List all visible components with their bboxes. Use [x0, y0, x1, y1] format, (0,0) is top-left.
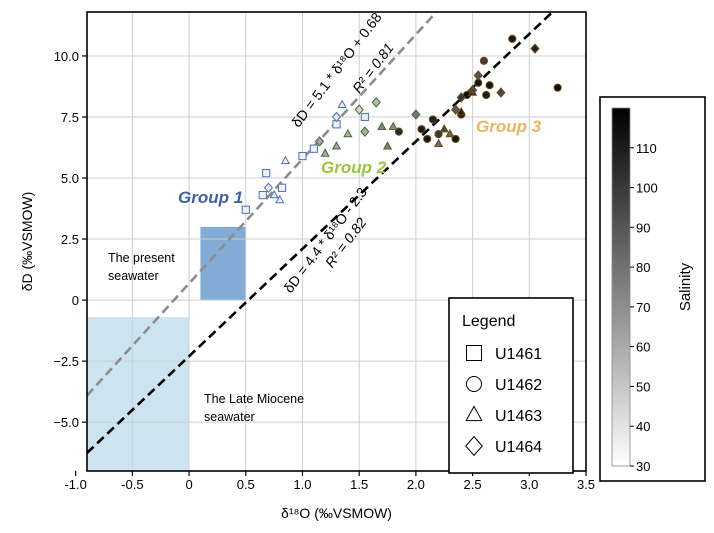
group-1-label: Group 1: [178, 188, 243, 207]
data-point-u1463: [377, 121, 387, 130]
legend-marker-triangle: [465, 405, 483, 422]
x-tick-label: 0: [185, 477, 192, 492]
data-point-u1461: [298, 151, 307, 161]
data-point-u1464: [530, 43, 540, 54]
colorbar-tick-label: 40: [636, 419, 650, 434]
colorbar-tick-label: 110: [636, 141, 657, 156]
x-tick-label: 2.0: [407, 477, 425, 492]
data-point-u1464: [371, 97, 381, 108]
data-point-u1464: [456, 92, 466, 103]
data-point-u1463: [280, 155, 291, 165]
data-point-u1463: [337, 99, 347, 108]
data-points: [241, 34, 562, 214]
x-tick-label: 1.5: [350, 477, 368, 492]
data-point-u1461: [241, 205, 250, 214]
data-point-u1463: [275, 194, 285, 204]
data-point-u1461: [258, 191, 267, 200]
legend-entry-label: U1464: [495, 439, 542, 456]
data-point-u1464: [360, 126, 370, 137]
data-point-u1463: [433, 138, 444, 148]
y-tick-label: −2.5: [53, 354, 79, 369]
data-point-u1463: [343, 128, 353, 138]
data-point-u1463: [439, 124, 449, 133]
salinity-colorbar: 30 40 50 60 70 80 90 100 110 Salinity: [599, 96, 706, 482]
x-tick-label: 3.0: [520, 477, 538, 492]
y-tick-label: 2.5: [61, 232, 79, 247]
data-point-u1464: [411, 109, 421, 120]
legend-marker-diamond: [465, 435, 483, 457]
data-point-u1464: [263, 182, 274, 194]
data-point-u1461: [262, 169, 271, 178]
y-tick-label: 7.5: [61, 110, 79, 125]
data-point-u1464: [450, 104, 461, 115]
legend: Legend U1461 U1462 U1463 U1464: [448, 297, 574, 474]
data-point-u1464: [473, 70, 483, 81]
x-tick-label: -1.0: [64, 477, 86, 492]
y-tick-label: 10.0: [54, 49, 79, 64]
region-present-seawater: [200, 226, 246, 301]
colorbar-tick-label: 90: [636, 220, 650, 235]
y-tick-label: 0: [72, 293, 79, 308]
data-point-u1462: [482, 90, 491, 100]
data-point-u1464: [354, 104, 364, 115]
group-2-label: Group 2: [321, 158, 387, 177]
x-tick-label: 3.5: [577, 477, 595, 492]
plot-frame: [86, 11, 587, 472]
region-late-miocene-seawater: [87, 317, 190, 471]
data-point-u1461: [277, 183, 287, 192]
data-point-u1464: [496, 87, 506, 98]
data-point-u1462: [508, 34, 517, 43]
x-tick-label: 2.5: [464, 477, 482, 492]
data-point-u1464: [467, 84, 478, 96]
colorbar-tick-label: 80: [636, 260, 650, 275]
y-tick-label: −5.0: [53, 415, 79, 430]
data-point-u1461: [309, 144, 318, 153]
data-point-u1462: [553, 83, 562, 92]
x-tick-label: -0.5: [121, 477, 143, 492]
colorbar-tick-label: 50: [636, 379, 650, 394]
data-point-u1464: [314, 136, 325, 147]
legend-entry-label: U1461: [495, 346, 542, 363]
axes: -1.0 -0.5 0 0.5 1.0 1.5 2.0 2.5 3.0 3.5 −5.0 −2.5 0 2…: [19, 11, 595, 521]
data-point-u1463: [382, 141, 393, 150]
legend-marker-square: [466, 345, 482, 361]
data-point-u1462: [423, 134, 432, 144]
legend-entry-label: U1463: [495, 408, 542, 425]
data-point-u1462: [417, 125, 426, 134]
data-point-u1461: [360, 112, 369, 122]
present-seawater-label: The present: [108, 251, 175, 265]
data-point-u1462: [428, 115, 437, 124]
data-point-u1464: [331, 111, 342, 123]
data-point-u1463: [331, 141, 342, 150]
data-point-u1463: [320, 148, 330, 157]
x-tick-label: 0.5: [237, 477, 255, 492]
legend-marker-circle: [466, 376, 482, 392]
present-seawater-label: seawater: [108, 269, 159, 283]
colorbar-tick-label: 100: [636, 181, 658, 196]
colorbar-tick-label: 30: [636, 459, 650, 474]
colorbar-label: Salinity: [677, 262, 694, 311]
data-point-u1463: [388, 121, 398, 130]
data-point-u1463: [445, 128, 455, 138]
legend-entry-label: U1462: [495, 377, 542, 394]
regression-line-2: [87, 12, 555, 454]
data-point-u1463: [456, 106, 466, 116]
colorbar-tick-label: 70: [636, 300, 650, 315]
y-tick-label: 5.0: [61, 171, 79, 186]
data-point-u1462: [485, 81, 494, 90]
colorbar-gradient: [611, 107, 631, 467]
late-miocene-seawater-label: The Late Miocene: [204, 392, 304, 406]
data-point-u1463: [269, 189, 279, 199]
legend-title: Legend: [462, 313, 515, 330]
colorbar-tick-label: 60: [636, 340, 650, 355]
data-point-u1462: [479, 56, 489, 65]
late-miocene-seawater-label: seawater: [204, 410, 255, 424]
x-tick-label: 1.0: [293, 477, 311, 492]
y-axis-label: δD (‰VSMOW): [19, 192, 35, 292]
group-3-label: Group 3: [476, 117, 542, 136]
x-axis-label: δ¹⁸O (‰VSMOW): [281, 505, 392, 521]
